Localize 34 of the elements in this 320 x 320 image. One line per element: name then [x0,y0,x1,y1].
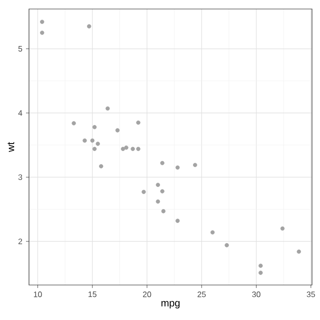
point [160,189,164,194]
point [92,146,97,152]
point [86,24,92,28]
point [72,121,76,126]
point [136,120,140,125]
point [124,146,128,150]
point [142,190,146,194]
point [210,230,215,234]
point [92,125,97,130]
y-axis-title: wt [8,142,14,152]
point [192,162,198,168]
x-axis-title: mpg [161,301,180,308]
point [40,30,44,35]
point [82,138,87,143]
point [280,226,285,231]
point [296,250,301,254]
point [160,160,164,166]
point [130,146,135,152]
point [258,270,263,275]
point [40,20,44,24]
point [115,128,120,132]
point [176,218,180,223]
point [136,146,140,152]
point [224,243,229,248]
point [161,209,166,214]
point [99,164,104,168]
point [176,165,180,170]
point [156,199,160,204]
point [96,142,100,146]
point [90,138,94,143]
point [106,106,110,111]
point [258,264,263,268]
point [120,146,126,152]
point [156,182,160,187]
